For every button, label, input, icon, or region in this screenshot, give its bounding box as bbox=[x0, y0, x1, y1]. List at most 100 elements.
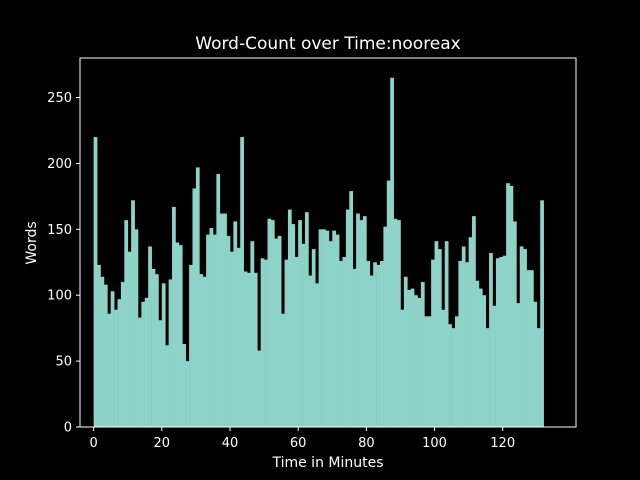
bar bbox=[281, 313, 285, 427]
bar bbox=[127, 251, 132, 427]
bar bbox=[369, 275, 374, 427]
bar bbox=[212, 234, 217, 427]
bar bbox=[240, 137, 244, 428]
bar bbox=[117, 299, 122, 427]
x-tick-label: 80 bbox=[358, 436, 375, 451]
bar bbox=[301, 243, 306, 427]
bar bbox=[294, 256, 299, 427]
bar bbox=[407, 289, 412, 427]
bar bbox=[400, 309, 405, 427]
bar bbox=[97, 264, 101, 427]
bar bbox=[209, 228, 214, 427]
bar bbox=[141, 301, 146, 427]
bar bbox=[472, 216, 476, 427]
bar bbox=[342, 256, 347, 427]
chart-title: Word-Count over Time:nooreax bbox=[195, 34, 461, 54]
bar bbox=[168, 279, 173, 427]
bar bbox=[219, 213, 224, 427]
y-tick-label: 0 bbox=[64, 421, 72, 436]
bar bbox=[172, 206, 176, 427]
bar bbox=[304, 212, 309, 427]
bar bbox=[311, 249, 316, 427]
x-tick-label: 120 bbox=[490, 436, 515, 451]
bar bbox=[154, 274, 159, 427]
bar bbox=[417, 297, 422, 427]
bar bbox=[362, 216, 367, 427]
bar bbox=[444, 241, 449, 427]
bar bbox=[458, 260, 463, 427]
bar bbox=[352, 268, 357, 427]
bar bbox=[397, 220, 401, 427]
bar bbox=[427, 316, 432, 427]
x-tick-label: 20 bbox=[154, 436, 171, 451]
y-tick-label: 200 bbox=[47, 157, 72, 172]
bar bbox=[315, 283, 319, 427]
bar bbox=[264, 259, 268, 427]
bar bbox=[448, 324, 452, 427]
bar bbox=[332, 230, 337, 427]
bar bbox=[137, 317, 142, 427]
plot-frame bbox=[79, 57, 577, 428]
bar bbox=[148, 246, 152, 427]
bar bbox=[502, 255, 507, 427]
bars-group bbox=[93, 77, 544, 428]
bar bbox=[291, 224, 296, 427]
bar bbox=[267, 218, 272, 427]
bar bbox=[151, 268, 156, 427]
bar bbox=[345, 209, 350, 427]
bar bbox=[216, 173, 221, 427]
bar bbox=[431, 259, 435, 427]
bar bbox=[523, 249, 527, 427]
bar bbox=[376, 264, 381, 427]
bar bbox=[189, 264, 193, 427]
bar bbox=[519, 246, 524, 427]
bar bbox=[161, 283, 166, 427]
bar bbox=[260, 258, 265, 427]
bar bbox=[195, 167, 200, 427]
bar bbox=[114, 309, 118, 427]
bar bbox=[253, 272, 258, 427]
bar bbox=[284, 259, 289, 427]
bar bbox=[349, 191, 354, 427]
y-axis-label: Words bbox=[24, 221, 40, 264]
bar bbox=[379, 260, 384, 427]
x-axis: 0 20 40 60 80 100 120 bbox=[89, 427, 515, 451]
bar bbox=[410, 288, 415, 427]
bar bbox=[318, 229, 323, 427]
bar bbox=[325, 230, 330, 427]
bar bbox=[420, 282, 425, 427]
bar bbox=[287, 209, 292, 427]
bar bbox=[100, 276, 105, 427]
bar bbox=[298, 220, 302, 427]
bar bbox=[175, 242, 180, 427]
bar bbox=[308, 275, 313, 427]
bar bbox=[465, 262, 469, 427]
bar bbox=[229, 251, 234, 427]
bar bbox=[185, 361, 190, 427]
bar bbox=[236, 247, 241, 427]
bar bbox=[124, 220, 129, 427]
bar bbox=[461, 246, 466, 427]
bar bbox=[178, 245, 183, 427]
bar bbox=[356, 213, 360, 427]
bar bbox=[451, 328, 456, 427]
y-tick-label: 250 bbox=[47, 91, 72, 106]
x-tick-label: 0 bbox=[89, 436, 97, 451]
bar bbox=[475, 280, 480, 427]
bar bbox=[144, 297, 149, 427]
bar bbox=[509, 185, 514, 427]
bar bbox=[478, 288, 483, 427]
bar bbox=[158, 320, 163, 427]
bar bbox=[110, 291, 115, 427]
bar bbox=[131, 200, 135, 427]
bar bbox=[120, 282, 125, 427]
bar bbox=[257, 350, 262, 427]
bar bbox=[270, 220, 275, 427]
bar bbox=[414, 295, 418, 427]
bar bbox=[206, 234, 210, 427]
bar bbox=[424, 316, 429, 427]
bar bbox=[437, 249, 442, 427]
bar bbox=[390, 77, 394, 428]
bar bbox=[403, 276, 408, 427]
